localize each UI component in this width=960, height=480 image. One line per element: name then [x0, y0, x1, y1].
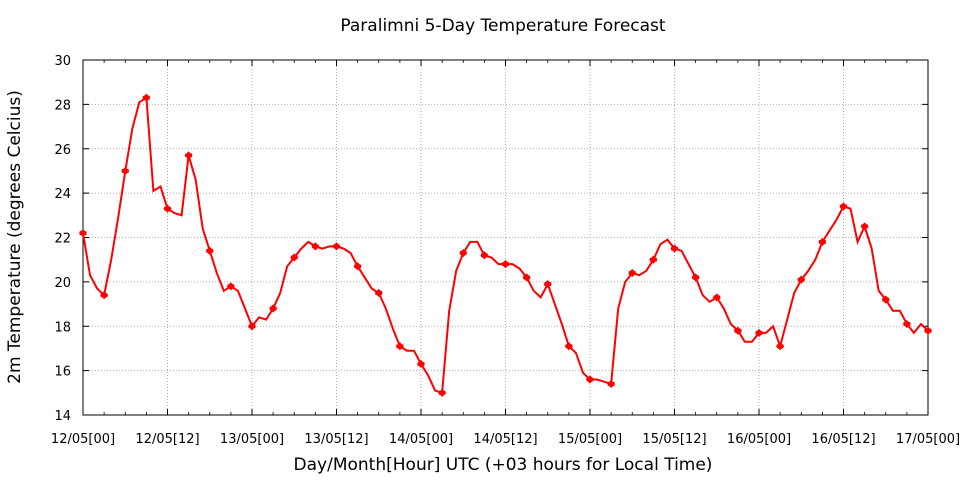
- data-point: [607, 379, 616, 389]
- data-point: [501, 260, 510, 269]
- x-tick-label: 13/05[12]: [304, 432, 368, 447]
- data-point: [585, 375, 595, 384]
- x-tick-label: 17/05[00]: [896, 432, 960, 447]
- data-point: [733, 326, 742, 335]
- data-point: [290, 253, 299, 262]
- data-point: [776, 342, 785, 351]
- data-point: [754, 328, 764, 337]
- temperature-points: [78, 93, 933, 397]
- data-point: [416, 359, 426, 369]
- data-point: [881, 295, 890, 304]
- y-axis-title: 2m Temperature (degrees Celcius): [5, 90, 25, 384]
- x-tick-label: 12/05[12]: [135, 432, 199, 447]
- data-point: [311, 242, 320, 251]
- data-point: [839, 202, 848, 211]
- data-point: [649, 255, 658, 264]
- data-point: [247, 322, 257, 331]
- data-point: [902, 319, 911, 329]
- data-point: [670, 244, 679, 253]
- data-point: [142, 93, 151, 102]
- x-tick-label: 15/05[00]: [558, 432, 622, 447]
- x-tick-label: 16/05[00]: [727, 432, 791, 447]
- data-point: [543, 280, 552, 289]
- x-tick-label: 12/05[00]: [51, 432, 115, 447]
- x-tick-label: 13/05[00]: [220, 432, 284, 447]
- data-point: [438, 388, 447, 397]
- data-point: [332, 242, 341, 251]
- data-point: [712, 293, 721, 302]
- data-point: [522, 273, 531, 282]
- y-tick-label: 20: [54, 276, 71, 291]
- data-point: [691, 273, 700, 282]
- data-point: [78, 228, 88, 238]
- data-point: [184, 151, 193, 160]
- data-point: [480, 251, 489, 260]
- data-point: [797, 275, 806, 284]
- data-point: [374, 288, 383, 298]
- y-tick-label: 30: [54, 54, 71, 69]
- data-point: [226, 282, 235, 291]
- x-axis-title: Day/Month[Hour] UTC (+03 hours for Local…: [294, 455, 713, 475]
- x-tick-label: 14/05[00]: [389, 432, 453, 447]
- grid-lines: [83, 60, 928, 415]
- y-tick-labels: 14 16 18 20 22 24 26 28 30: [54, 54, 71, 424]
- chart-title: Paralimni 5-Day Temperature Forecast: [340, 16, 666, 36]
- data-point: [121, 166, 130, 176]
- data-point: [269, 304, 278, 313]
- y-tick-label: 18: [54, 320, 71, 335]
- data-point: [628, 268, 637, 278]
- x-tick-label: 14/05[12]: [473, 432, 537, 447]
- y-tick-label: 24: [54, 187, 71, 202]
- y-tick-label: 28: [54, 98, 71, 113]
- data-point: [353, 262, 362, 271]
- data-point: [395, 342, 404, 351]
- data-point: [163, 204, 172, 213]
- data-point: [205, 246, 214, 255]
- y-tick-label: 16: [54, 365, 71, 380]
- data-point: [860, 222, 869, 231]
- y-tick-label: 26: [54, 143, 71, 158]
- y-tick-label: 14: [54, 409, 71, 424]
- x-tick-label: 15/05[12]: [642, 432, 706, 447]
- data-point: [100, 291, 109, 300]
- data-point: [459, 248, 468, 258]
- x-tick-label: 16/05[12]: [811, 432, 875, 447]
- data-point: [818, 237, 827, 247]
- data-point: [564, 342, 573, 351]
- data-point: [923, 326, 933, 335]
- y-tick-label: 22: [54, 232, 71, 247]
- x-tick-labels: 12/05[00] 12/05[12] 13/05[00] 13/05[12] 14/0…: [51, 432, 960, 447]
